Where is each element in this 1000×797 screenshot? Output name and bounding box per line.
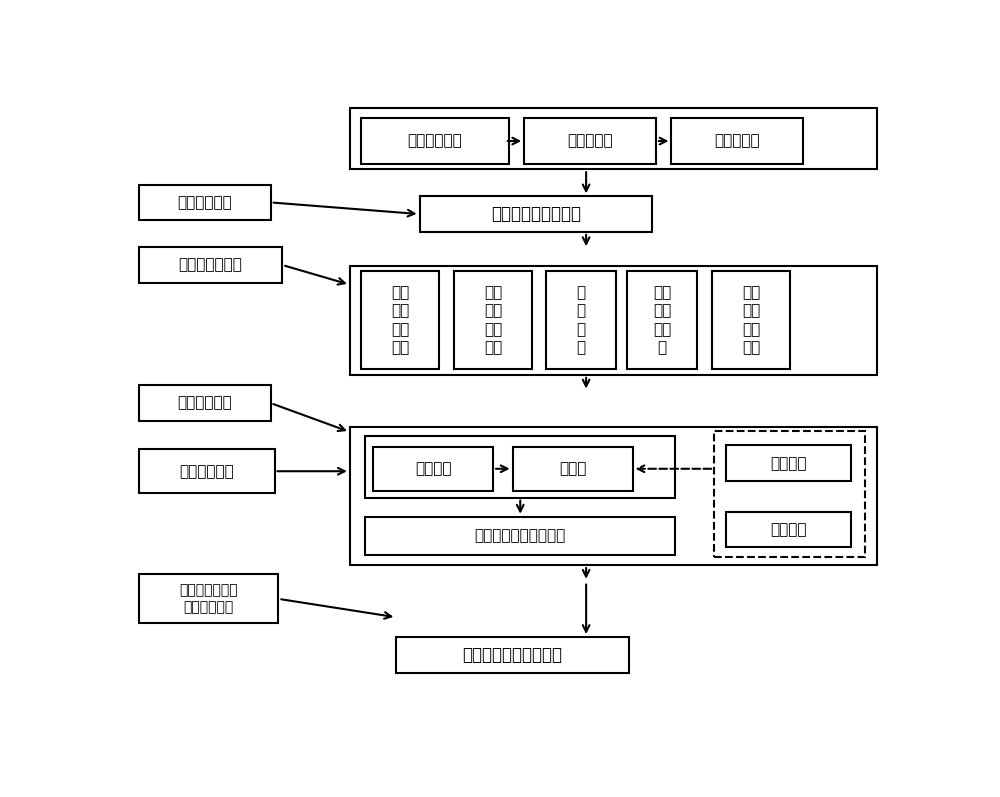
Bar xyxy=(139,185,271,220)
Text: 求隶函数: 求隶函数 xyxy=(770,522,807,537)
Bar xyxy=(139,385,271,421)
Text: 相干体数据: 相干体数据 xyxy=(567,134,613,148)
Bar xyxy=(420,196,652,232)
Text: 定量表征断裂力学性质: 定量表征断裂力学性质 xyxy=(462,646,562,664)
Text: 断裂特征的精细解释: 断裂特征的精细解释 xyxy=(491,205,581,223)
Bar xyxy=(726,446,851,481)
Bar xyxy=(365,516,675,555)
Bar xyxy=(350,108,877,169)
Text: 构造样式预处理: 构造样式预处理 xyxy=(179,257,243,273)
Bar xyxy=(139,575,278,623)
Text: 隶属度: 隶属度 xyxy=(559,461,586,477)
Text: 构造样式采集: 构造样式采集 xyxy=(177,195,232,210)
Text: 对目的断层进行
构造样式计算: 对目的断层进行 构造样式计算 xyxy=(179,583,238,614)
Bar xyxy=(712,271,790,369)
Bar xyxy=(627,271,697,369)
Text: 断
裂
倾
角: 断 裂 倾 角 xyxy=(576,285,585,355)
Bar xyxy=(361,271,439,369)
Text: 断组
裂合
剖样
面式: 断组 裂合 剖样 面式 xyxy=(391,285,409,355)
Bar xyxy=(361,118,509,164)
Text: 剖断
面裂
形面
态: 剖断 面裂 形面 态 xyxy=(653,285,671,355)
Text: 断地
裂层
两产
盘状: 断地 裂层 两产 盘状 xyxy=(742,285,760,355)
Text: 建立定量评价数学模型: 建立定量评价数学模型 xyxy=(475,528,566,544)
Text: 变换矩阵: 变换矩阵 xyxy=(770,456,807,471)
Bar xyxy=(671,118,803,164)
Bar xyxy=(726,512,851,548)
Bar xyxy=(512,446,633,491)
Text: 断展
裂布
平形
面态: 断展 裂布 平形 面态 xyxy=(484,285,502,355)
Text: 建立数学模型: 建立数学模型 xyxy=(179,464,234,479)
Text: 构造样式计算: 构造样式计算 xyxy=(177,395,232,410)
Bar xyxy=(373,446,493,491)
Bar xyxy=(396,637,629,673)
Bar xyxy=(524,118,656,164)
Bar xyxy=(139,450,275,493)
Bar xyxy=(714,431,865,557)
Bar xyxy=(139,247,282,283)
Text: 权重系数: 权重系数 xyxy=(415,461,451,477)
Bar xyxy=(350,265,877,375)
Bar xyxy=(365,436,675,497)
Text: 三维地震资料: 三维地震资料 xyxy=(408,134,462,148)
Bar xyxy=(546,271,616,369)
Bar xyxy=(454,271,532,369)
Bar xyxy=(350,427,877,565)
Text: 曲率体数据: 曲率体数据 xyxy=(714,134,760,148)
